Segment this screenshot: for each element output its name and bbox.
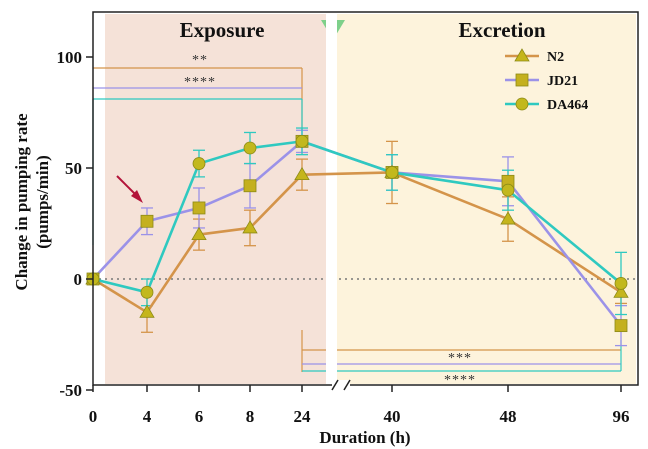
y-axis-title-line1: Change in pumping rate: [12, 113, 31, 291]
data-point-n2: [294, 166, 310, 181]
data-point-n2: [500, 211, 516, 225]
axes-group: 100 50 0 -50 0 4 6 8 24 40 48 96: [57, 48, 630, 426]
y-tick-label: -50: [59, 381, 82, 400]
data-point-jd21: [140, 214, 154, 228]
legend-marker-da464: [515, 97, 529, 111]
data-point-jd21: [614, 319, 628, 333]
plot-frame: [92, 11, 639, 386]
x-tick-label: 0: [89, 407, 98, 426]
phase-label-excretion: Excretion: [458, 18, 545, 42]
legend-label-da464: DA464: [547, 98, 588, 113]
y-axis-title-line2: (pumps/min): [33, 155, 52, 249]
data-point-n2: [613, 284, 629, 298]
data-point-da464: [385, 166, 399, 179]
data-point-jd21: [243, 179, 257, 193]
y-tick-label: 50: [65, 159, 82, 178]
legend-label-n2: N2: [547, 50, 564, 65]
x-tick-label: 48: [500, 407, 517, 426]
x-tick-label: 4: [143, 407, 152, 426]
y-tick-label: 100: [57, 48, 83, 67]
axis-break-mark: [343, 379, 351, 391]
x-tick-label: 96: [613, 407, 630, 426]
axis-break-mark: [331, 379, 339, 391]
y-axis-title: Change in pumping rate (pumps/min): [12, 113, 52, 291]
exposure-band: [105, 14, 326, 384]
series-line-da464: [92, 140, 622, 294]
x-tick-label: 24: [294, 407, 312, 426]
x-tick-label: 40: [384, 407, 401, 426]
markers-group: [85, 134, 629, 333]
x-axis-title: Duration (h): [319, 428, 410, 447]
x-tick-label: 8: [246, 407, 255, 426]
significance-label: ***: [448, 351, 472, 366]
data-point-da464: [140, 285, 154, 299]
x-tick-label: 6: [195, 407, 204, 426]
data-point-n2: [242, 220, 258, 234]
legend: N2 JD21 DA464: [505, 48, 588, 113]
legend-marker-n2: [514, 48, 530, 62]
data-point-da464: [243, 141, 257, 155]
series-line-jd21: [92, 140, 623, 327]
data-point-da464: [614, 277, 628, 290]
significance-group: *************: [92, 53, 622, 388]
excretion-band: [337, 14, 636, 384]
data-point-da464: [295, 134, 309, 148]
legend-marker-jd21: [515, 73, 529, 87]
significance-label: **: [192, 53, 208, 68]
phase-gap: [326, 14, 337, 384]
data-point-n2: [139, 304, 155, 318]
phase-label-exposure: Exposure: [180, 18, 265, 42]
data-point-jd21: [192, 201, 206, 215]
series-line-n2: [92, 171, 622, 314]
annotation-arrow-head: [131, 190, 143, 203]
zero-reference-group: [93, 14, 638, 384]
significance-label: ****: [184, 75, 216, 90]
y-tick-label: 0: [74, 270, 83, 289]
data-point-n2: [191, 226, 207, 241]
data-point-da464: [192, 157, 206, 170]
series-lines-group: [92, 140, 623, 327]
data-point-da464: [501, 183, 515, 197]
legend-label-jd21: JD21: [547, 74, 578, 89]
axis-break-gap: [332, 380, 350, 390]
